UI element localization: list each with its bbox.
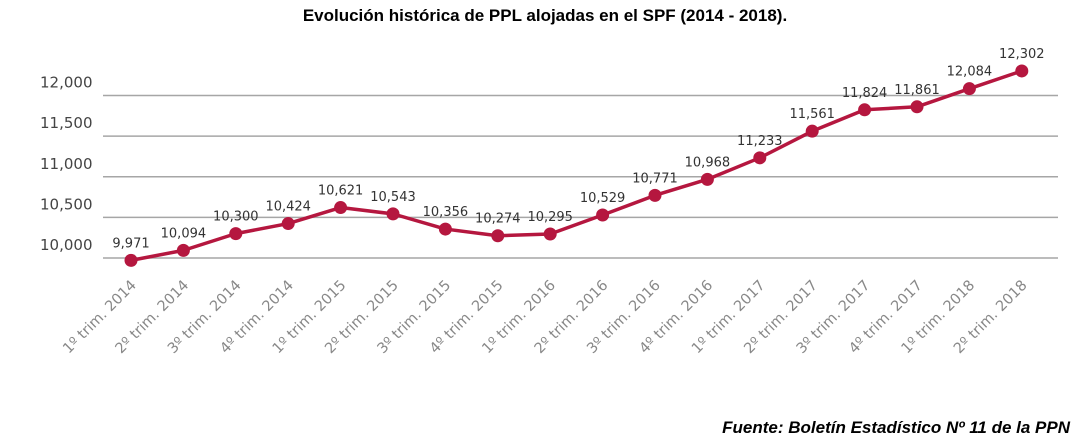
data-label: 12,302 — [999, 47, 1045, 62]
data-label: 10,356 — [423, 205, 469, 220]
source-note: Fuente: Boletín Estadístico Nº 11 de la … — [722, 418, 1070, 437]
data-label: 11,561 — [789, 107, 835, 122]
data-label: 10,274 — [475, 212, 521, 227]
data-point — [543, 227, 557, 241]
data-point — [124, 253, 138, 267]
data-point — [176, 243, 190, 257]
y-tick-label: 11,500 — [40, 114, 93, 132]
y-tick-label: 11,000 — [40, 155, 93, 173]
data-label: 10,543 — [370, 190, 416, 205]
data-label: 11,861 — [894, 83, 940, 98]
data-point — [334, 201, 348, 215]
data-label: 11,824 — [842, 86, 888, 101]
data-point — [700, 172, 714, 186]
data-label: 10,771 — [632, 171, 678, 186]
data-label: 12,084 — [947, 65, 993, 80]
data-point — [648, 188, 662, 202]
data-point — [491, 229, 505, 243]
series-line — [130, 69, 1023, 263]
data-label: 10,295 — [527, 210, 573, 225]
data-label: 10,968 — [685, 155, 731, 170]
data-point — [962, 82, 976, 96]
data-label: 10,300 — [213, 210, 259, 225]
data-label: 9,971 — [112, 236, 149, 251]
data-point — [386, 207, 400, 221]
data-label: 10,621 — [318, 184, 364, 199]
data-label: 10,094 — [161, 226, 207, 241]
data-label: 10,424 — [265, 200, 311, 215]
y-tick-label: 10,500 — [40, 195, 93, 213]
data-point — [805, 124, 819, 138]
data-point — [1015, 64, 1029, 78]
data-point — [910, 100, 924, 114]
y-tick-label: 12,000 — [40, 74, 93, 92]
data-point — [281, 217, 295, 231]
data-label: 11,233 — [737, 134, 783, 149]
data-point — [596, 208, 610, 222]
data-point — [753, 151, 767, 165]
data-point — [229, 227, 243, 241]
data-point — [438, 222, 452, 236]
data-point — [858, 103, 872, 117]
chart-title: Evolución histórica de PPL alojadas en e… — [302, 6, 788, 25]
y-tick-label: 10,000 — [40, 236, 93, 254]
data-label: 10,529 — [580, 191, 626, 206]
